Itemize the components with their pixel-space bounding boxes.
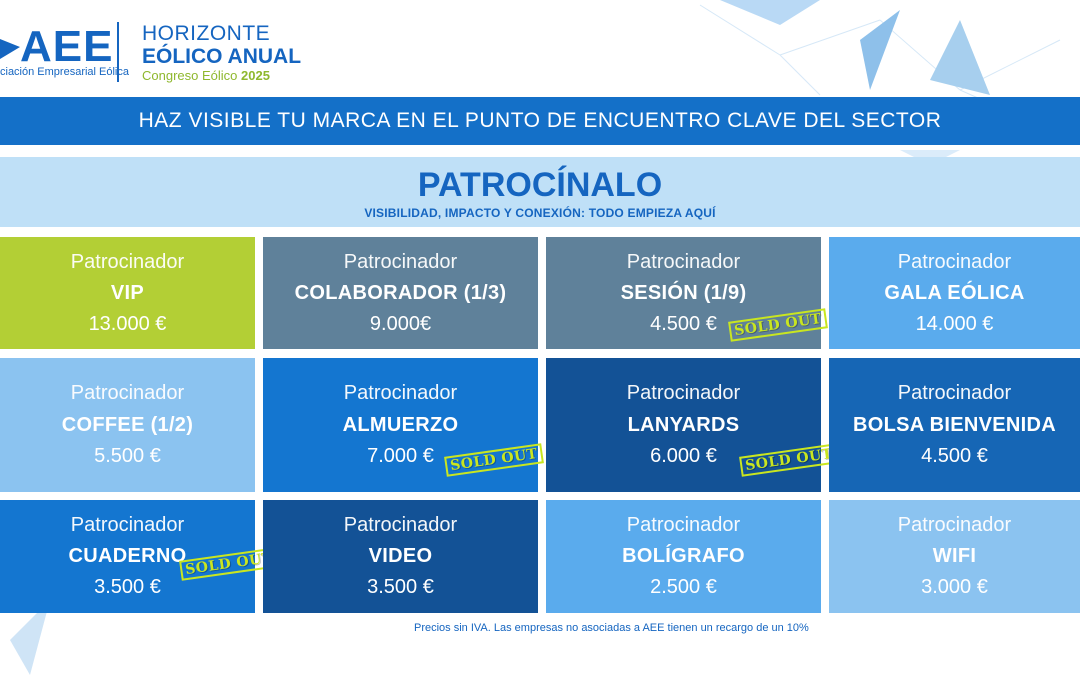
hero-title: PATROCÍNALO — [417, 166, 663, 204]
hero-section: PATROCÍNALO VISIBILIDAD, IMPACTO Y CONEX… — [0, 157, 1080, 227]
sponsor-label: Patrocinador — [897, 382, 1012, 404]
sponsor-label: Patrocinador — [343, 382, 458, 404]
event-congress-prefix: Congreso Eólico — [142, 68, 241, 83]
sponsor-name: BOLÍGRAFO — [622, 545, 745, 567]
sponsor-card-cuaderno[interactable]: Patrocinador CUADERNO 3.500 € SOLD OUT — [0, 500, 279, 613]
sponsor-label: Patrocinador — [70, 251, 185, 273]
price-footnote: Precios sin IVA. Las empresas no asociad… — [414, 622, 809, 634]
sponsor-label: Patrocinador — [897, 514, 1012, 536]
sponsor-card-coffee[interactable]: Patrocinador COFFEE (1/2) 5.500 € — [0, 358, 255, 492]
sponsor-card-vip[interactable]: Patrocinador VIP 13.000 € — [0, 237, 255, 349]
sponsor-label: Patrocinador — [70, 382, 185, 404]
sponsor-label: Patrocinador — [70, 514, 185, 536]
sponsor-card-boligrafo[interactable]: Patrocinador BOLÍGRAFO 2.500 € — [546, 500, 821, 613]
sponsor-name: VIP — [110, 282, 145, 304]
sponsor-label: Patrocinador — [626, 251, 741, 273]
sponsor-card-sesion[interactable]: Patrocinador SESIÓN (1/9) 4.500 € SOLD O… — [546, 237, 828, 349]
sponsor-price: 2.500 € — [650, 576, 717, 598]
sponsor-name: GALA EÓLICA — [884, 282, 1025, 304]
sponsor-price: 3.500 € — [367, 576, 434, 598]
sponsor-label: Patrocinador — [626, 382, 741, 404]
sponsor-card-video[interactable]: Patrocinador VIDEO 3.500 € — [263, 500, 538, 613]
sponsor-name: ALMUERZO — [342, 414, 459, 436]
sponsor-label: Patrocinador — [343, 251, 458, 273]
banner: HAZ VISIBLE TU MARCA EN EL PUNTO DE ENCU… — [0, 97, 1080, 145]
sponsor-name: SESIÓN (1/9) — [620, 282, 747, 304]
event-year: 2025 — [241, 68, 270, 83]
header: AEE ciación Empresarial Eólica HORIZONTE… — [0, 0, 1080, 96]
event-title-line1: HORIZONTE — [142, 22, 271, 45]
sponsor-name: CUADERNO — [68, 545, 187, 567]
sponsor-price: 3.000 € — [921, 576, 988, 598]
sponsor-price: 5.500 € — [94, 445, 161, 467]
logo-subtitle: ciación Empresarial Eólica — [0, 66, 129, 78]
sponsor-card-lanyards[interactable]: Patrocinador LANYARDS 6.000 € SOLD OUT — [546, 358, 839, 492]
sponsor-name: COFFEE (1/2) — [61, 414, 194, 436]
sponsor-price: 4.500 € — [650, 313, 717, 335]
sponsor-price: 7.000 € — [367, 445, 434, 467]
sponsor-label: Patrocinador — [343, 514, 458, 536]
event-congress-line: Congreso Eólico 2025 — [142, 68, 270, 84]
sponsor-card-bolsa-bienvenida[interactable]: Patrocinador BOLSA BIENVENIDA 4.500 € — [829, 358, 1080, 492]
event-title-line2: EÓLICO ANUAL — [142, 45, 302, 68]
sponsor-price: 3.500 € — [94, 576, 161, 598]
header-divider — [117, 22, 119, 82]
sponsor-card-gala-eolica[interactable]: Patrocinador GALA EÓLICA 14.000 € — [829, 237, 1080, 349]
sponsor-price: 14.000 € — [915, 313, 994, 335]
sponsor-name: VIDEO — [368, 545, 433, 567]
logo-text: AEE — [20, 22, 114, 71]
hero-subtitle: VISIBILIDAD, IMPACTO Y CONEXIÓN: TODO EM… — [364, 206, 716, 220]
sponsor-label: Patrocinador — [897, 251, 1012, 273]
sponsor-card-colaborador[interactable]: Patrocinador COLABORADOR (1/3) 9.000€ — [263, 237, 538, 349]
sponsor-price: 6.000 € — [650, 445, 717, 467]
sponsor-price: 13.000 € — [88, 313, 167, 335]
sponsor-price: 9.000€ — [369, 313, 432, 335]
logo-icon — [0, 39, 20, 59]
sponsor-name: LANYARDS — [627, 414, 740, 436]
sponsor-name: BOLSA BIENVENIDA — [853, 414, 1056, 436]
sponsor-name: COLABORADOR (1/3) — [294, 282, 507, 304]
sponsor-card-almuerzo[interactable]: Patrocinador ALMUERZO 7.000 € SOLD OUT — [263, 358, 544, 492]
sponsor-card-wifi[interactable]: Patrocinador WIFI 3.000 € — [829, 500, 1080, 613]
sponsor-price: 4.500 € — [921, 445, 988, 467]
sponsor-name: WIFI — [932, 545, 977, 567]
sponsor-label: Patrocinador — [626, 514, 741, 536]
